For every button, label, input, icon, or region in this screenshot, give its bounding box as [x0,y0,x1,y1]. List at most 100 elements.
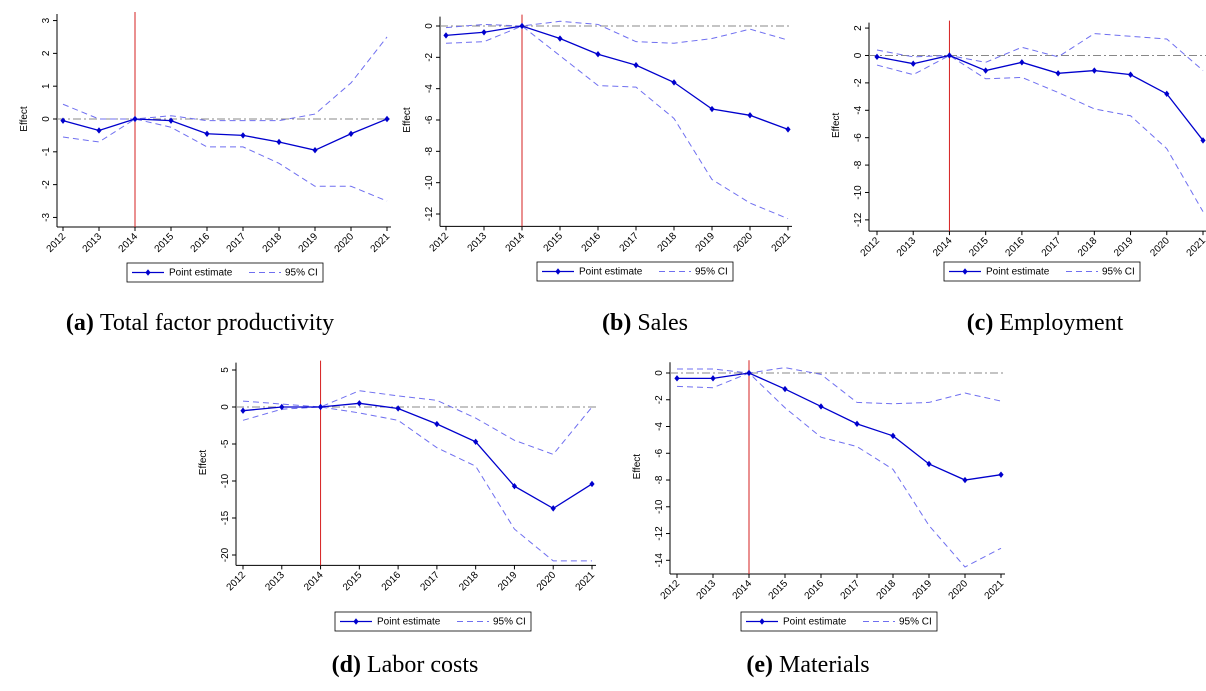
legend-box [943,261,1141,282]
x-tick-label: 2021 [1185,235,1206,259]
estimate-marker [890,432,896,440]
x-tick-label: 2020 [947,578,971,602]
caption-text: Total factor productivity [100,310,334,336]
x-tick-label: 2017 [225,231,249,255]
legend-box [126,262,324,283]
ci-upper [242,390,593,455]
x-tick-label: 2017 [1040,235,1064,259]
panel: -20 -15 -10 -5 0 5 2012 2013 2014 2015 2016 2017 201… [198,360,598,678]
ci-lower [876,54,1204,212]
y-tick-label: -20 [220,547,231,562]
y-tick-label: -2 [654,395,665,404]
estimate-marker [557,35,563,42]
estimate-marker [443,32,449,39]
y-axis-title: Effect [19,106,30,132]
estimate-marker [395,405,401,412]
y-tick-label: -3 [41,213,52,222]
estimate-marker [550,505,556,512]
x-tick-label: 2018 [1076,235,1100,259]
x-tick-label: 2015 [967,235,991,259]
y-tick-label: 3 [41,17,52,23]
x-tick-label: 2018 [656,230,680,254]
y-tick-label: -6 [654,448,665,457]
x-tick-label: 2020 [1148,235,1172,259]
x-tick-label: 2018 [261,231,285,255]
x-tick-label: 2018 [457,569,481,593]
panel: -14 -12 -10 -8 -6 -4 -2 0 2012 2013 2014 2015 2016 20… [632,360,1006,678]
x-tick-label: 2019 [694,230,718,254]
estimate-marker [1127,71,1134,78]
x-tick-label: 2017 [839,578,863,602]
ci-upper [876,33,1204,71]
y-tick-label: -8 [853,160,864,169]
estimate-marker [709,105,715,113]
ci-lower [62,118,388,202]
x-tick-label: 2016 [380,569,404,593]
ci-lower [676,372,1002,568]
legend-label: Point estimate [377,617,441,628]
caption: (e) Materials [746,652,869,678]
estimate-line [242,402,593,510]
estimate-marker [312,146,318,154]
x-tick-label: 2021 [574,569,598,593]
y-tick-label: 0 [654,370,665,376]
y-tick-label: 0 [220,404,231,410]
y-tick-label: -6 [853,133,864,142]
caption-label: (e) [746,652,773,678]
caption-text: Sales [637,310,688,336]
y-axis-title: Effect [632,454,643,480]
x-tick-label: 2020 [732,230,756,254]
y-axis-title: Effect [198,450,209,476]
caption-text: Employment [999,310,1123,336]
estimate-marker [854,420,860,428]
estimate-line [62,118,388,151]
y-tick-label: -6 [424,115,435,124]
x-tick-label: 2019 [496,569,520,593]
y-tick-label: -10 [220,473,231,488]
estimate-marker [910,60,916,67]
legend-marker [962,268,968,275]
estimate-marker [384,115,390,123]
estimate-marker [674,375,680,382]
legend-label: Point estimate [579,267,643,278]
x-tick-label: 2021 [770,230,794,254]
x-tick-label: 2013 [466,230,490,254]
estimate-line [677,372,1002,481]
estimate-marker [132,115,138,123]
legend-label: Point estimate [783,617,847,628]
legend-label: Point estimate [986,267,1050,278]
legend-box [334,611,532,632]
x-tick-label: 2012 [659,578,683,602]
estimate-marker [785,126,791,133]
ci-lower [242,406,592,562]
estimate-marker [519,22,525,30]
y-tick-label: -2 [41,180,52,189]
y-tick-label: 5 [220,367,231,373]
x-tick-label: 2015 [542,230,566,254]
estimate-marker [60,117,66,124]
y-tick-label: -15 [220,510,231,525]
estimate-marker [434,420,440,428]
caption: (c) Employment [967,310,1124,336]
legend-label: 95% CI [493,617,526,628]
x-tick-label: 2013 [895,235,919,259]
panel: -12 -10 -8 -6 -4 -2 0 2 2012 2013 2014 2015 2016 2017… [831,20,1206,336]
estimate-marker [747,112,753,119]
x-tick-label: 2014 [731,578,755,602]
y-tick-label: 1 [41,83,52,89]
ci-upper [62,36,388,122]
legend-label: 95% CI [1102,267,1135,278]
estimate-line [876,54,1204,141]
y-tick-label: -2 [424,52,435,61]
caption-label: (b) [602,310,631,336]
estimate-marker [96,127,102,134]
panel: -12 -10 -8 -6 -4 -2 0 2012 2013 2014 2015 2016 2017 2… [402,14,794,336]
legend-label: 95% CI [285,268,318,279]
estimate-marker [1091,67,1097,74]
caption-label: (c) [967,310,994,336]
x-tick-label: 2019 [911,578,935,602]
estimate-marker [168,117,174,124]
x-tick-label: 2017 [618,230,642,254]
x-tick-label: 2012 [428,230,452,254]
x-tick-label: 2013 [695,578,719,602]
